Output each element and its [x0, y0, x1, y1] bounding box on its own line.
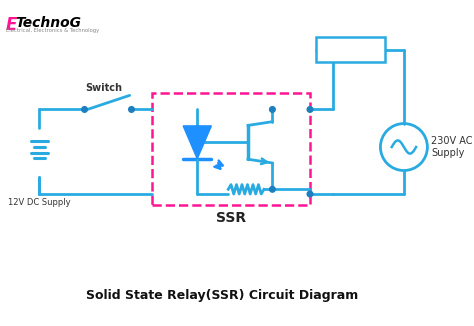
Bar — [316, 37, 385, 63]
Text: E: E — [6, 17, 17, 35]
Polygon shape — [183, 126, 211, 159]
Bar — [152, 93, 310, 205]
Circle shape — [270, 107, 275, 112]
Circle shape — [307, 191, 313, 197]
Text: Switch: Switch — [85, 83, 122, 94]
Text: Solid State Relay(SSR) Circuit Diagram: Solid State Relay(SSR) Circuit Diagram — [86, 289, 359, 302]
Text: 12V DC Supply: 12V DC Supply — [8, 198, 71, 207]
Circle shape — [270, 186, 275, 192]
Circle shape — [128, 107, 134, 112]
Text: AC Load: AC Load — [327, 45, 374, 55]
Text: Electrical, Electronics & Technology: Electrical, Electronics & Technology — [6, 28, 99, 33]
Text: 230V AC
Supply: 230V AC Supply — [431, 136, 473, 158]
Circle shape — [307, 107, 313, 112]
Circle shape — [82, 107, 87, 112]
Text: SSR: SSR — [216, 211, 246, 225]
Text: TechnoG: TechnoG — [15, 17, 81, 30]
